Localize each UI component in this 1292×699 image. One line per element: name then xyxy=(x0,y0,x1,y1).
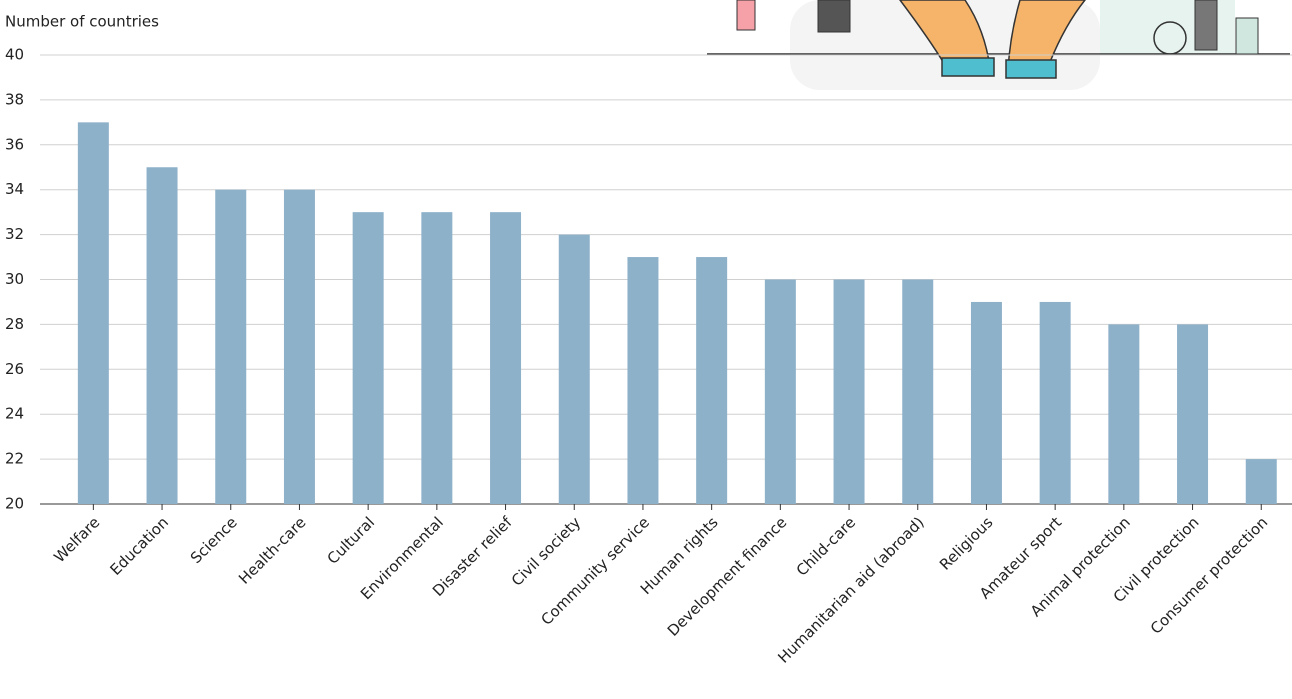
bar xyxy=(764,279,796,504)
x-tick-label: Welfare xyxy=(50,513,103,566)
x-tick-label: Cultural xyxy=(324,513,378,567)
bar xyxy=(352,212,384,504)
bar xyxy=(970,301,1002,504)
y-tick-label: 24 xyxy=(5,405,24,423)
bar xyxy=(1245,459,1277,504)
illustration xyxy=(707,0,1290,90)
x-tick-label: Development finance xyxy=(664,513,790,639)
y-tick-label: 20 xyxy=(5,495,24,513)
x-tick-label: Science xyxy=(187,513,241,567)
y-tick-label: 30 xyxy=(5,270,24,288)
x-tick-label: Child-care xyxy=(793,513,859,579)
bar xyxy=(696,257,728,504)
bar xyxy=(902,279,934,504)
bar xyxy=(627,257,659,504)
y-tick-label: 22 xyxy=(5,450,24,468)
bar xyxy=(77,122,109,504)
bar xyxy=(1108,324,1140,504)
bar xyxy=(215,189,247,504)
y-tick-label: 36 xyxy=(5,135,24,153)
bar xyxy=(146,167,178,504)
bar xyxy=(283,189,315,504)
x-tick-label: Education xyxy=(107,513,173,579)
x-tick-label: Humanitarian aid (abroad) xyxy=(774,513,927,666)
bar xyxy=(421,212,453,504)
y-tick-label: 28 xyxy=(5,315,24,333)
x-tick-label: Religious xyxy=(936,513,997,574)
bar xyxy=(558,234,590,504)
x-tick-label: Health-care xyxy=(235,513,309,587)
bar xyxy=(833,279,865,504)
y-tick-label: 34 xyxy=(5,180,24,198)
y-tick-label: 26 xyxy=(5,360,24,378)
bar xyxy=(490,212,522,504)
bar xyxy=(1177,324,1209,504)
y-axis-title: Number of countries xyxy=(5,13,159,31)
y-tick-label: 32 xyxy=(5,225,24,243)
y-tick-label: 38 xyxy=(5,90,24,108)
bar xyxy=(1039,301,1071,504)
x-tick-label: Civil society xyxy=(508,513,584,589)
x-tick-label: Consumer protection xyxy=(1147,513,1271,637)
y-tick-label: 40 xyxy=(5,46,24,64)
